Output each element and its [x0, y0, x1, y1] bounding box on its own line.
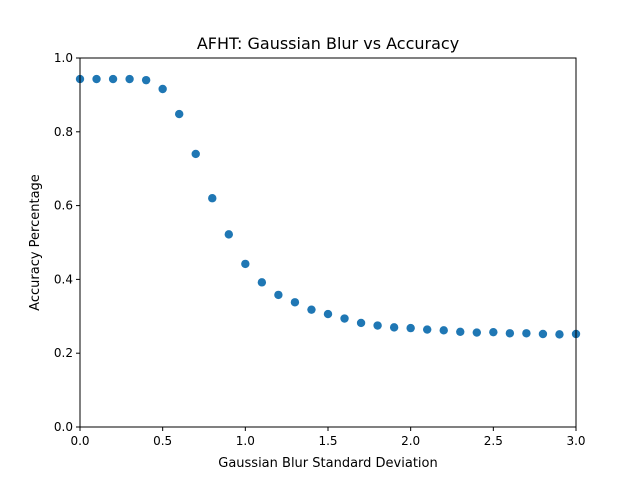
data-point: [456, 327, 465, 336]
data-point: [208, 194, 217, 203]
data-point: [158, 84, 167, 94]
data-point: [489, 327, 498, 337]
data-point: [373, 321, 382, 330]
x-tick-label: 1.0: [236, 434, 255, 448]
data-point: [356, 318, 366, 328]
x-tick-label: 2.5: [484, 434, 503, 448]
x-axis-label: Gaussian Blur Standard Deviation: [218, 456, 437, 471]
data-point: [505, 329, 515, 338]
data-point: [307, 305, 316, 314]
data-point: [290, 298, 300, 307]
y-axis-ticks: 0.0 0.2 0.4 0.6 0.8 1.0: [54, 51, 80, 434]
y-tick-label: 0.6: [54, 199, 73, 213]
x-axis-ticks: 0.0 0.5 1.0 1.5 2.0 2.5 3.0: [70, 427, 586, 448]
data-point: [423, 325, 432, 334]
data-point: [389, 323, 399, 332]
data-point: [175, 109, 184, 119]
data-point: [125, 74, 134, 84]
y-tick-label: 0.8: [54, 125, 73, 139]
data-point: [555, 330, 564, 339]
data-point: [522, 329, 531, 338]
x-tick-label: 0.0: [70, 434, 89, 448]
data-point: [141, 75, 151, 85]
x-tick-label: 1.5: [318, 434, 337, 448]
y-tick-label: 0.0: [54, 420, 73, 434]
data-points: [75, 74, 581, 339]
data-point: [340, 314, 349, 323]
data-point: [191, 149, 200, 159]
data-point: [406, 323, 415, 333]
y-axis-label: Accuracy Percentage: [28, 174, 43, 311]
data-point: [538, 329, 548, 339]
data-point: [92, 74, 101, 84]
data-point: [274, 290, 283, 300]
data-point: [257, 278, 267, 287]
y-tick-label: 0.2: [54, 346, 73, 360]
data-point: [323, 309, 333, 319]
chart-title: AFHT: Gaussian Blur vs Accuracy: [197, 34, 459, 53]
x-tick-label: 2.0: [401, 434, 420, 448]
x-tick-label: 0.5: [153, 434, 172, 448]
y-tick-label: 1.0: [54, 51, 73, 65]
x-tick-label: 3.0: [566, 434, 585, 448]
data-point: [224, 230, 233, 239]
y-tick-label: 0.4: [54, 272, 73, 286]
plot-frame: [79, 57, 577, 428]
data-point: [241, 259, 250, 269]
data-point: [472, 328, 481, 337]
data-point: [439, 326, 448, 335]
data-point: [108, 74, 118, 84]
